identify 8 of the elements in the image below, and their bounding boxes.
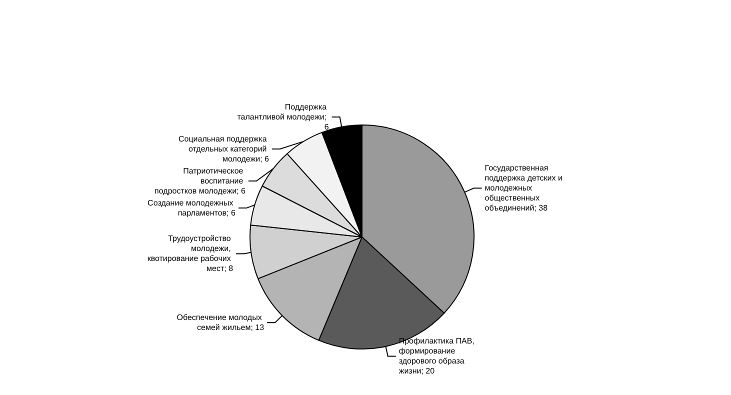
slice-label: Поддержка талантливой молодежи; 6 (237, 102, 330, 132)
slice-label: Создание молодежных парламентов; 6 (148, 198, 236, 218)
slice-label: Трудоустройство молодежи, квотирование рабочих мест; 8 (147, 234, 234, 274)
slice-label: Государственная поддержка детских и молодежных общественных объединений; 38 (484, 164, 565, 213)
slice-label: Профилактика ПАВ, формирование здорового образа жизни; 20 (398, 336, 477, 376)
slice-label: Социальная поддержка отдельных категорий молодежи; 6 (178, 134, 270, 164)
slice-label: Патриотическое воспитание подростков молодежи; 6 (154, 166, 246, 196)
slice-label: Обеспечение молодых семей жильем; 13 (176, 313, 265, 332)
